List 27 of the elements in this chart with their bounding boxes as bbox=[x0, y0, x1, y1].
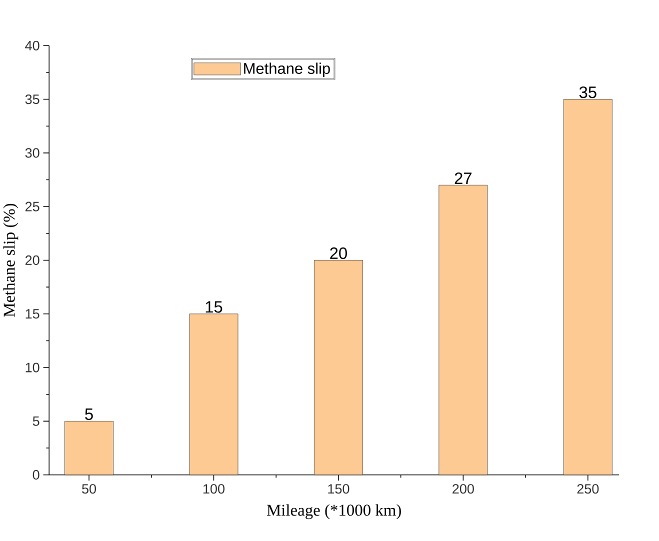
y-axis-title: Methane slip (%) bbox=[3, 204, 18, 317]
data-label: 35 bbox=[579, 86, 596, 98]
y-tick-label: 25 bbox=[25, 202, 40, 212]
y-tick-label: 30 bbox=[25, 148, 40, 158]
y-tick-label: 20 bbox=[25, 255, 40, 266]
y-tick-label: 5 bbox=[32, 416, 40, 426]
bar bbox=[438, 184, 488, 476]
y-tick-label: 10 bbox=[26, 362, 40, 372]
x-tick-label: 50 bbox=[82, 484, 96, 494]
data-label: 5 bbox=[85, 408, 93, 420]
bar bbox=[189, 314, 238, 476]
data-label: 15 bbox=[206, 301, 222, 313]
bar bbox=[563, 99, 612, 476]
y-tick-label: 40 bbox=[25, 40, 40, 50]
x-tick-label: 150 bbox=[328, 484, 350, 494]
x-tick-label: 250 bbox=[577, 484, 599, 494]
x-axis-title: Mileage (*1000 km) bbox=[266, 504, 401, 520]
y-tick-label: 0 bbox=[32, 470, 40, 480]
data-label: 27 bbox=[454, 172, 472, 184]
data-label: 20 bbox=[330, 247, 347, 260]
legend-label: Methane slip bbox=[244, 62, 330, 78]
bar bbox=[64, 421, 114, 476]
x-tick-label: 200 bbox=[452, 484, 474, 494]
bar bbox=[314, 260, 363, 476]
y-tick-label: 15 bbox=[26, 309, 40, 319]
y-tick-label: 35 bbox=[25, 94, 40, 104]
x-tick-label: 100 bbox=[203, 484, 225, 494]
